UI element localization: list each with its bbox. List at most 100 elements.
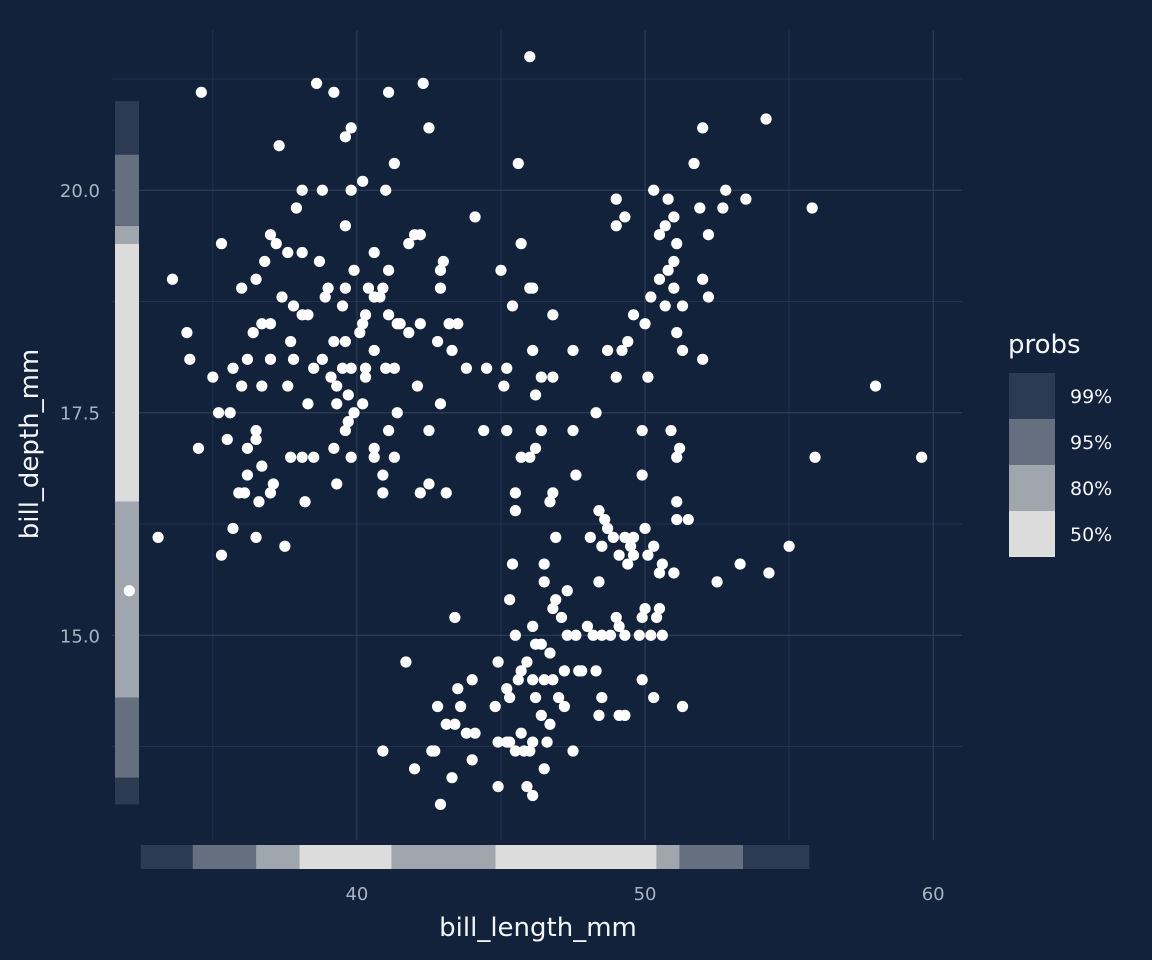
data-point [480,362,493,374]
scatter-points [123,51,928,810]
y-tick-label: 17.5 [60,404,100,425]
data-point [414,229,426,241]
legend-keys: 99% 95% 80% 50% [1009,373,1112,557]
data-point [336,300,349,312]
data-point [466,674,478,686]
data-point [423,122,435,134]
data-point [515,727,527,739]
data-point [527,344,539,357]
data-point [383,309,395,321]
data-point [310,77,323,90]
data-point [492,780,504,793]
data-point [285,451,297,463]
data-point [357,318,369,330]
data-point [529,691,542,704]
data-point [740,193,752,205]
data-point [388,157,400,170]
data-point [123,585,135,597]
data-point [259,255,271,268]
data-point [431,335,444,348]
data-point [296,184,308,196]
data-point [668,567,680,579]
data-point [403,327,415,339]
marginal-y-band [115,697,139,778]
data-point [694,202,706,214]
data-point [504,736,516,748]
data-point [192,442,205,454]
data-point [152,531,164,543]
data-point [256,460,268,472]
data-point [783,540,795,552]
data-point [250,424,262,437]
data-point [345,451,357,463]
data-point [380,184,392,196]
data-point [555,611,568,624]
data-point [610,193,622,205]
data-point [645,291,657,303]
data-point [388,451,400,463]
data-point [276,291,288,303]
data-point [359,309,372,321]
data-point [610,371,622,383]
legend: probs 99% 95% 80% 50% [1008,330,1112,557]
data-point [339,335,351,348]
y-tick-label: 20.0 [60,181,100,202]
data-point [247,327,259,339]
data-point [650,611,663,624]
data-point [414,318,426,330]
data-point [648,184,660,196]
data-point [524,51,536,63]
data-point [547,602,559,615]
data-point [460,362,473,374]
data-point [515,238,527,250]
data-point [414,487,426,499]
data-point [374,291,386,303]
data-point [290,202,303,214]
data-point [535,424,547,437]
data-point [535,371,547,383]
marginal-y-band [115,501,139,698]
data-point [195,86,207,98]
data-point [504,691,516,704]
data-point [504,594,516,606]
data-point [593,505,605,517]
x-axis-title: bill_length_mm [439,913,637,943]
marginal-x-band [743,845,810,869]
data-point [587,629,599,641]
data-point [734,558,746,570]
data-point [478,424,490,437]
marginal-x-band [256,845,300,869]
data-point [524,451,536,463]
data-point [509,487,521,499]
data-point [570,629,582,641]
data-point [501,362,513,374]
data-point [656,558,668,570]
data-point [354,327,366,339]
data-point [241,442,254,454]
data-point [339,220,351,232]
data-point [368,246,380,259]
data-point [596,540,608,552]
data-point [636,469,648,481]
data-point [492,736,504,748]
data-point [619,629,631,641]
data-point [181,327,193,339]
data-point [296,451,308,463]
data-point [527,674,539,686]
data-point [308,451,320,463]
data-point [166,273,179,285]
data-point [668,211,680,223]
data-point [391,407,403,419]
data-point [345,184,357,196]
data-point [535,709,547,721]
data-point [213,407,225,419]
data-point [547,309,559,321]
data-point [342,416,354,428]
y-axis-title: bill_depth_mm [15,349,45,540]
data-point [570,469,582,481]
data-point [639,522,651,535]
data-point [645,629,657,641]
data-point [509,629,521,641]
data-point [558,665,570,677]
